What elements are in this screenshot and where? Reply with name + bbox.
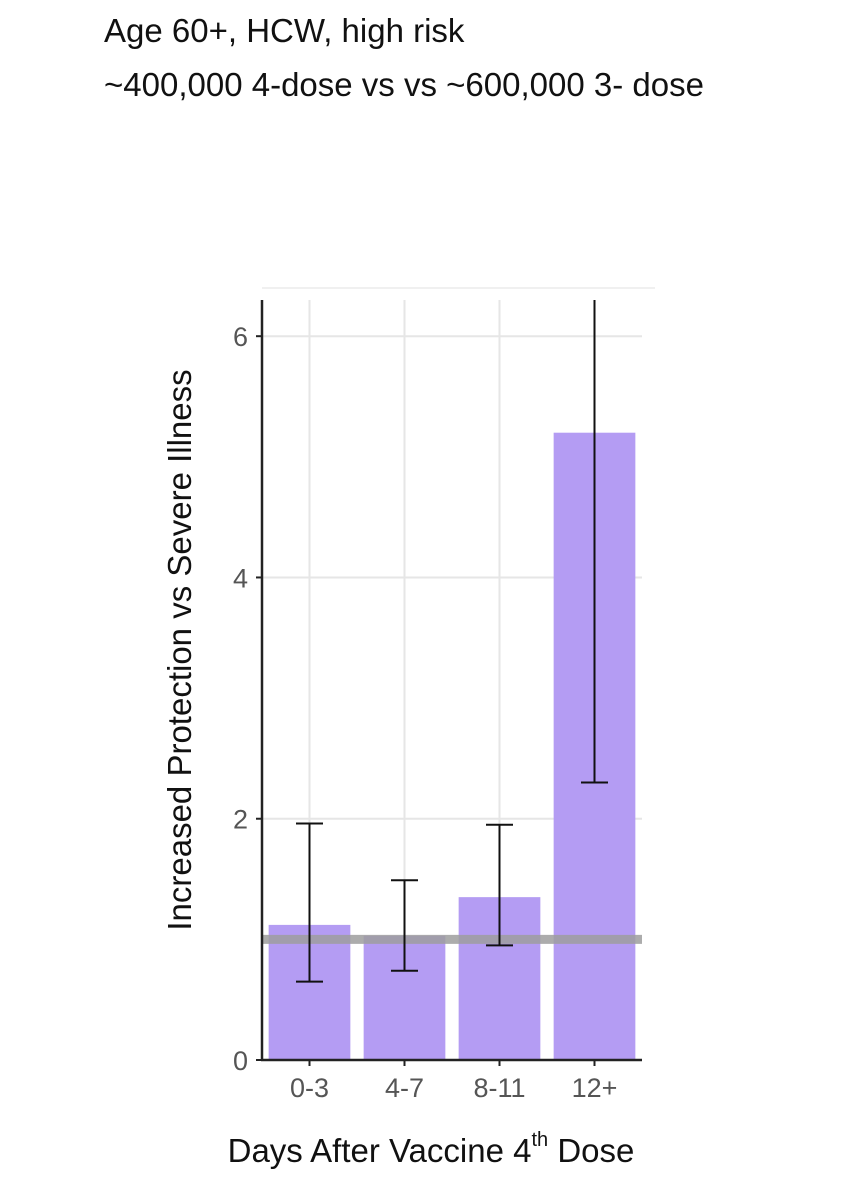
y-tick-label: 0 <box>233 1046 248 1076</box>
x-axis-label-main: Days After Vaccine 4 <box>227 1132 532 1169</box>
x-axis-label: Days After Vaccine 4th Dose <box>0 1129 862 1170</box>
y-tick-label: 2 <box>233 805 248 835</box>
y-axis-label: Increased Protection vs Severe Illness <box>161 369 198 931</box>
y-tick-label: 4 <box>233 563 248 593</box>
x-tick-label: 8-11 <box>473 1073 525 1103</box>
y-tick-label: 6 <box>233 322 248 352</box>
chart-title-line-2: ~400,000 4-dose vs vs ~600,000 3- dose <box>104 66 704 103</box>
x-tick-label: 0-3 <box>290 1073 329 1103</box>
x-axis-label-end: Dose <box>548 1132 635 1169</box>
chart-title-line-1: Age 60+, HCW, high risk <box>104 12 465 49</box>
x-axis-label-superscript: th <box>531 1129 549 1151</box>
x-tick-label: 4-7 <box>385 1073 424 1103</box>
x-tick-label: 12+ <box>572 1073 618 1103</box>
y-axis-label-wrapper: Increased Protection vs Severe Illness <box>150 300 210 1000</box>
